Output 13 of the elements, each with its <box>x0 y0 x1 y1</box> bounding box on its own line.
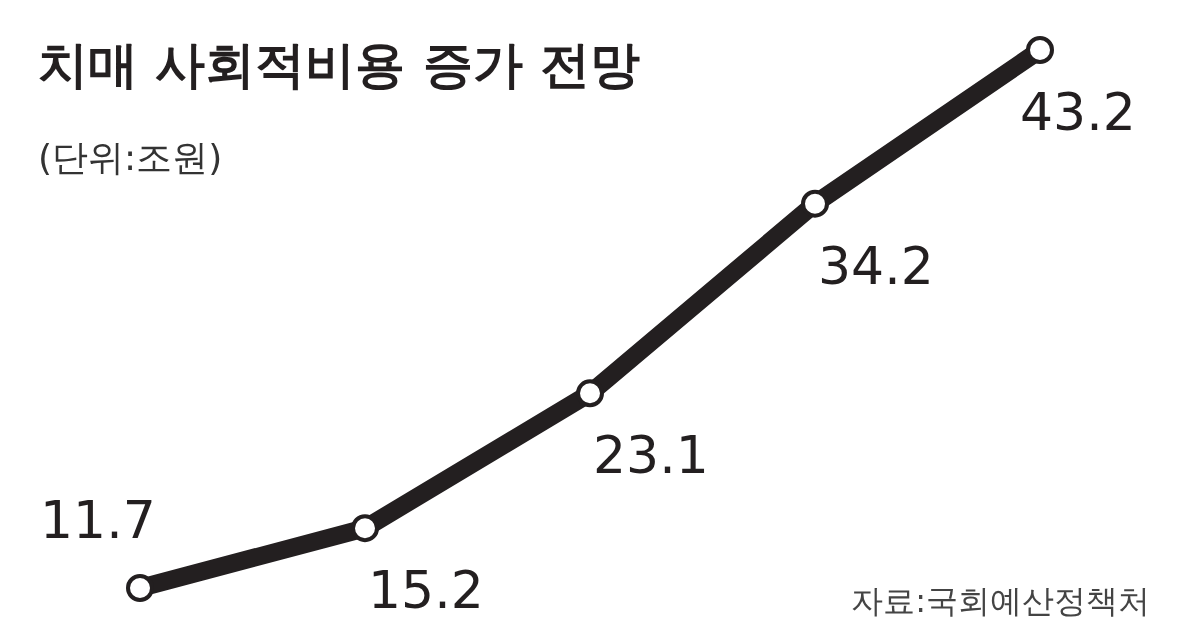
point <box>801 189 829 218</box>
data-label: 11.7 <box>40 490 156 550</box>
point <box>576 379 604 408</box>
annotation: 자료:국회예산정책처 <box>851 582 1150 620</box>
point <box>1026 36 1054 64</box>
point <box>126 574 154 602</box>
data-label: 23.1 <box>593 425 709 486</box>
data-label: 43.2 <box>1020 82 1136 142</box>
data-label: 34.2 <box>818 235 934 296</box>
point <box>351 514 379 543</box>
text: (단위:조원) <box>38 137 223 178</box>
chart-title: 치매 사회적비용 증가 전망 <box>38 36 641 94</box>
data-label: 15.2 <box>368 560 484 621</box>
